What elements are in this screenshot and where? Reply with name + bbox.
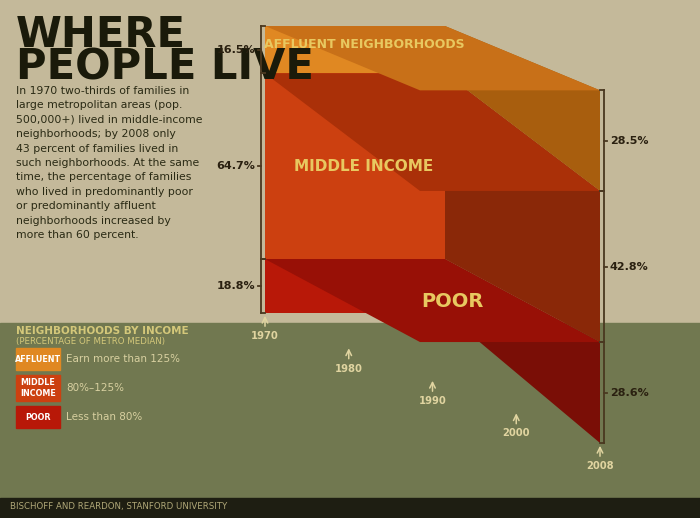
Polygon shape xyxy=(265,26,600,90)
Text: 1990: 1990 xyxy=(419,396,447,406)
Text: POOR: POOR xyxy=(421,292,484,310)
Text: 18.8%: 18.8% xyxy=(216,281,255,291)
Text: BISCHOFF AND REARDON, STANFORD UNIVERSITY: BISCHOFF AND REARDON, STANFORD UNIVERSIT… xyxy=(10,502,228,511)
Polygon shape xyxy=(265,259,600,342)
Text: POOR: POOR xyxy=(25,412,50,422)
Text: AFFLUENT NEIGHBORHOODS: AFFLUENT NEIGHBORHOODS xyxy=(264,38,464,51)
Polygon shape xyxy=(265,74,600,191)
Text: AFFLUENT: AFFLUENT xyxy=(15,354,61,364)
Text: 16.5%: 16.5% xyxy=(216,45,255,55)
Text: 1970: 1970 xyxy=(251,331,279,341)
Text: 1980: 1980 xyxy=(335,364,363,373)
Text: NEIGHBORHOODS BY INCOME: NEIGHBORHOODS BY INCOME xyxy=(16,326,188,336)
Bar xyxy=(16,375,60,401)
Text: 28.6%: 28.6% xyxy=(610,387,649,397)
Polygon shape xyxy=(265,26,445,74)
Text: WHERE: WHERE xyxy=(16,14,186,56)
Text: Less than 80%: Less than 80% xyxy=(66,412,142,422)
Polygon shape xyxy=(445,74,600,342)
Text: MIDDLE
INCOME: MIDDLE INCOME xyxy=(20,378,56,398)
Text: 28.5%: 28.5% xyxy=(610,136,648,146)
Bar xyxy=(16,348,60,370)
Bar xyxy=(16,406,60,428)
Text: 80%–125%: 80%–125% xyxy=(66,383,124,393)
Text: PEOPLE LIVE: PEOPLE LIVE xyxy=(16,46,314,88)
Text: 2008: 2008 xyxy=(586,461,614,471)
Polygon shape xyxy=(445,259,600,443)
Bar xyxy=(0,498,700,518)
Text: In 1970 two-thirds of families in
large metropolitan areas (pop.
500,000+) lived: In 1970 two-thirds of families in large … xyxy=(16,86,202,240)
Polygon shape xyxy=(265,259,445,313)
Text: Earn more than 125%: Earn more than 125% xyxy=(66,354,180,364)
Text: (PERCENTAGE OF METRO MEDIAN): (PERCENTAGE OF METRO MEDIAN) xyxy=(16,337,165,346)
Text: 64.7%: 64.7% xyxy=(216,161,255,171)
Bar xyxy=(0,323,700,518)
Text: 42.8%: 42.8% xyxy=(610,262,649,271)
Polygon shape xyxy=(265,74,445,259)
Text: 2000: 2000 xyxy=(503,428,530,439)
Polygon shape xyxy=(445,26,600,191)
Text: MIDDLE INCOME: MIDDLE INCOME xyxy=(295,159,433,174)
